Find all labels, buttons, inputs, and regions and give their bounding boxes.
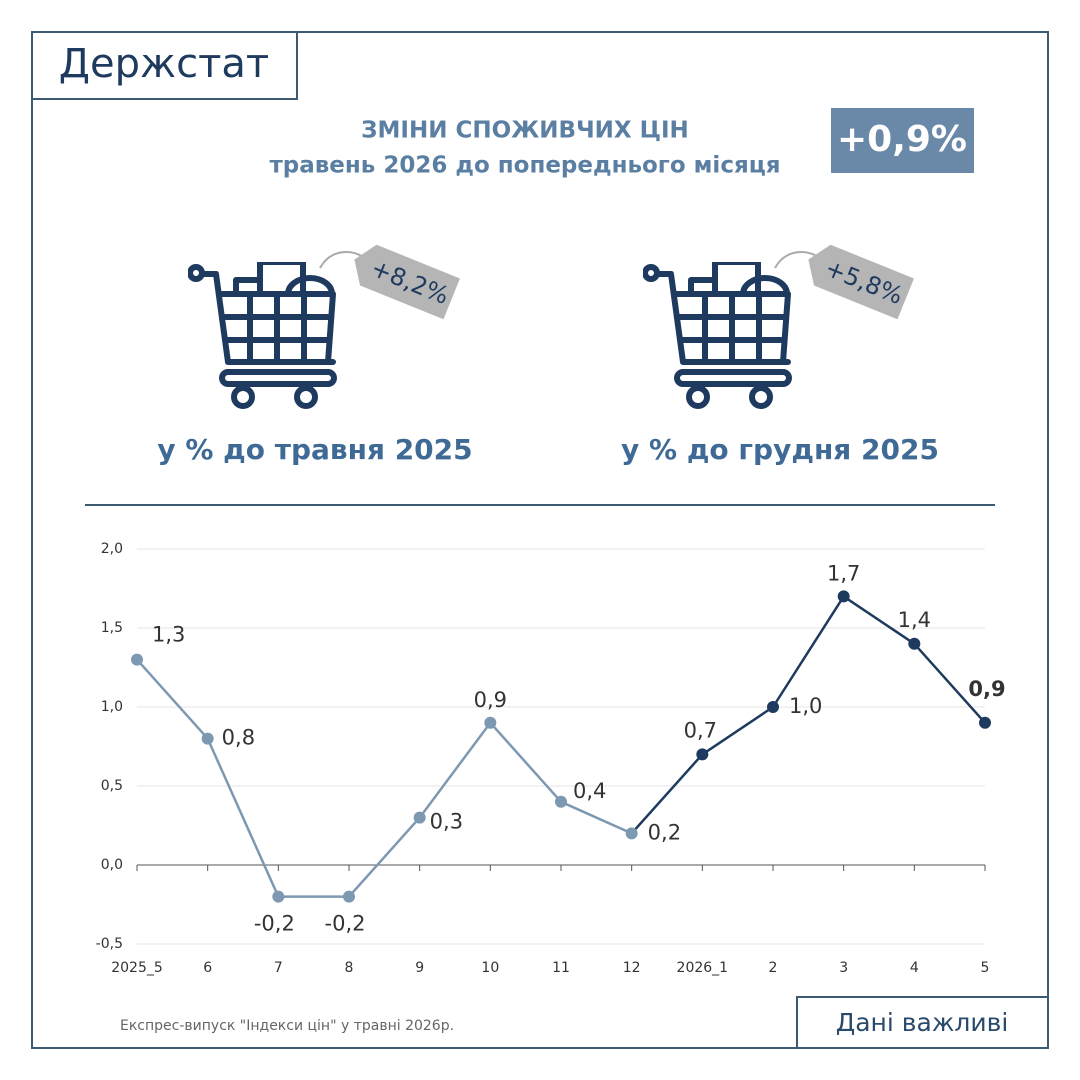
line-chart: -0,5 0,0 0,5 1,0 1,5 2,0 2025_5 6 7 8 9 10 11 12 2026_…: [96, 541, 1006, 976]
cart-icon: [190, 262, 334, 406]
point: [555, 795, 567, 808]
x-tick-label: 2025_5: [111, 960, 163, 976]
card-caption: у % до травня 2025: [157, 433, 472, 466]
title: ЗМІНИ СПОЖИВЧИХ ЦІН: [361, 118, 689, 144]
x-tick-label: 8: [345, 960, 354, 976]
y-tick-label: 1,5: [101, 620, 123, 636]
button-box: [796, 996, 1049, 1049]
button-text: Дані важливі: [836, 1008, 1009, 1037]
line-segment: [913, 642, 986, 724]
value-label: 1,7: [827, 561, 860, 585]
point: [979, 716, 991, 729]
x-tick-label: 4: [910, 960, 919, 976]
source-note: Експрес-випуск "Індекси цін" у травні 20…: [120, 1018, 454, 1034]
frame: [31, 31, 1049, 1049]
x-tick-label: 7: [274, 960, 283, 976]
x-tick-label: 12: [623, 960, 641, 976]
line-segment: [630, 753, 704, 835]
x-tick-label: 9: [415, 960, 424, 976]
logo: Держстат: [59, 41, 269, 87]
value-label: 1,0: [789, 694, 822, 718]
x-tick-label: 2: [769, 960, 778, 976]
point: [413, 811, 426, 824]
y-tick-label: 1,0: [101, 699, 123, 715]
value-label: 1,4: [898, 608, 931, 632]
point: [837, 590, 850, 603]
point: [696, 748, 709, 761]
x-tick-label: 3: [839, 960, 848, 976]
x-tick-label: 2026_1: [677, 960, 729, 976]
point: [484, 716, 497, 729]
point: [131, 653, 143, 666]
value-label: -0,2: [325, 912, 366, 936]
value-label: 0,7: [684, 718, 717, 742]
x-tick-label: 5: [981, 960, 990, 976]
value-label: 0,4: [573, 779, 606, 803]
point: [272, 890, 285, 903]
y-tick-label: 2,0: [101, 541, 123, 557]
point: [343, 890, 355, 903]
y-tick-label: 0,5: [101, 778, 123, 794]
line-segment: [206, 738, 280, 898]
x-tick-label: 11: [552, 960, 570, 976]
badge: [831, 108, 974, 173]
cart-icon: [645, 262, 789, 406]
point: [767, 701, 779, 713]
y-tick-label: -0,5: [96, 936, 123, 952]
x-tick-label: 6: [203, 960, 212, 976]
value-label: 0,9: [968, 677, 1005, 701]
line-segment: [136, 658, 209, 740]
value-label: 0,3: [430, 810, 463, 834]
logo-box: [31, 31, 298, 100]
line-segment: [348, 816, 421, 898]
y-tick-label: 0,0: [101, 857, 123, 873]
card-caption: у % до грудня 2025: [621, 433, 939, 466]
point: [625, 827, 638, 840]
line-segment: [842, 595, 916, 645]
line-segment: [771, 595, 845, 708]
value-label: 1,3: [152, 623, 185, 647]
line-segment: [701, 705, 774, 756]
point: [201, 732, 214, 745]
subtitle: травень 2026 до попереднього місяця: [269, 153, 780, 179]
line-segment: [418, 722, 492, 819]
value-label: 0,8: [222, 726, 255, 750]
price-tag: +5,8%: [808, 244, 914, 320]
value-label: 0,9: [474, 688, 507, 712]
line-segment: [489, 721, 562, 803]
tag-shape: [354, 244, 460, 320]
point: [908, 637, 921, 650]
x-tick-label: 10: [481, 960, 499, 976]
tag-shape: [808, 244, 914, 320]
value-label: 0,2: [648, 820, 681, 844]
price-tag: +8,2%: [354, 244, 460, 320]
line-segment: [560, 800, 633, 835]
value-label: -0,2: [254, 912, 295, 936]
badge-text: +0,9%: [837, 119, 967, 160]
